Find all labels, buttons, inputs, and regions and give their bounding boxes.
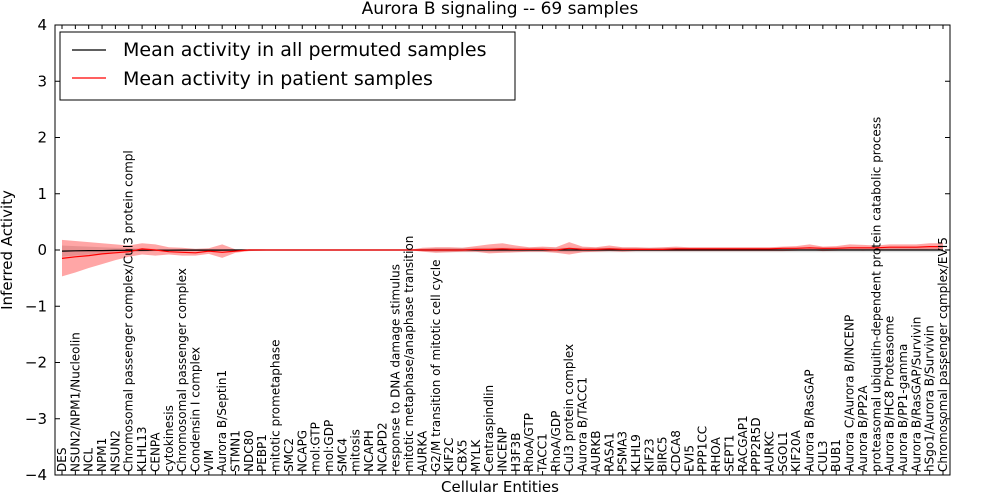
- x-tick-label: BUB1: [829, 439, 843, 472]
- y-tick-label: −1: [25, 297, 47, 315]
- x-tick-label: RHOA: [709, 436, 723, 472]
- x-tick-label: mol:GTP: [309, 422, 323, 472]
- legend-label-permuted: Mean activity in all permuted samples: [123, 39, 486, 61]
- x-tick-label: Chromosomal passenger complex: [175, 268, 189, 472]
- x-tick-label: MYLK: [469, 439, 483, 472]
- y-tick-label: −4: [25, 466, 47, 484]
- x-tick-label: KIF2C: [442, 438, 456, 472]
- x-tick-label: BIRC5: [656, 436, 670, 472]
- x-tick-label: RhoA/GTP: [522, 413, 536, 472]
- x-tick-label: Aurora B/HC8 Proteasome: [883, 316, 897, 472]
- x-tick-label: RASA1: [602, 432, 616, 472]
- x-tick-label: mitosis: [349, 429, 363, 472]
- y-tick-label: 0: [37, 241, 47, 259]
- bands-layer: [62, 239, 943, 277]
- x-tick-label: G2/M transition of mitotic cell cycle: [429, 259, 443, 472]
- y-tick-label: 1: [37, 185, 47, 203]
- x-tick-label: Chromosomal passenger complex/Cul3 prote…: [122, 150, 136, 472]
- y-tick-label: −3: [25, 410, 47, 428]
- x-tick-label: SEPT1: [722, 435, 736, 472]
- x-tick-label: NSUN2: [108, 430, 122, 472]
- x-tick-label: Centraspindlin: [482, 385, 496, 472]
- x-tick-label: RACGAP1: [736, 415, 750, 472]
- x-tick-label: NCAPD2: [375, 422, 389, 472]
- x-tick-label: NCL: [82, 448, 96, 472]
- x-tick-label: NSUN2/NPM1/Nucleolin: [68, 332, 82, 472]
- y-tick-label: 2: [37, 129, 47, 147]
- chart-title: Aurora B signaling -- 69 samples: [362, 0, 639, 19]
- x-tick-label: EVI5: [682, 445, 696, 472]
- x-tick-label: Aurora B/Septin1: [215, 370, 229, 472]
- x-tick-label: KIF23: [642, 438, 656, 472]
- x-tick-label: TACC1: [536, 433, 550, 473]
- x-tick-label: CENPA: [148, 432, 162, 472]
- x-tick-label: NCAPG: [295, 430, 309, 472]
- x-tick-label: Aurora C/Aurora B/INCENP: [843, 315, 857, 472]
- x-tick-label: AURKC: [763, 431, 777, 472]
- x-tick-label: INCENP: [496, 427, 510, 472]
- x-tick-label: Condensin I complex: [189, 347, 203, 472]
- series-line-permuted: [61, 249, 943, 252]
- x-tick-label: proteasomal ubiquitin-dependent protein …: [869, 117, 883, 472]
- x-tick-label: AURKB: [589, 431, 603, 472]
- lines-layer: [61, 246, 943, 259]
- x-tick-label: Aurora B/RasGAP: [803, 369, 817, 472]
- x-tick-label: STMN1: [229, 430, 243, 472]
- legend-box: [59, 31, 516, 101]
- x-tick-label: SGOL1: [776, 431, 790, 472]
- x-tick-label: mitotic prometaphase: [269, 340, 283, 473]
- x-tick-label: NDC80: [242, 430, 256, 472]
- x-tick-label: PPP1CC: [696, 426, 710, 472]
- x-tick-label: PPP2R5D: [749, 417, 763, 472]
- x-tick-label: SMC2: [282, 438, 296, 472]
- x-tick-label: H3F3B: [509, 433, 523, 472]
- x-tick-label: Aurora B/RasGAP/Survivin: [909, 317, 923, 472]
- x-tick-label: NPM1: [95, 438, 109, 472]
- x-tick-label: RhoA/GDP: [549, 411, 563, 472]
- x-tick-label: Cul3 protein complex: [562, 344, 576, 472]
- series-band-patient: [62, 239, 943, 277]
- x-axis-label: Cellular Entities: [441, 478, 559, 496]
- x-tick-label: CBX5: [456, 440, 470, 472]
- x-tick-label: mol:GDP: [322, 420, 336, 472]
- x-tick-label: Aurora B/TACC1: [576, 377, 590, 472]
- y-axis-label: Inferred Activity: [0, 190, 16, 310]
- x-tick-label: PEBP1: [255, 434, 269, 472]
- series-line-patient: [61, 246, 943, 259]
- x-tick-label: Chromosomal passenger complex/EVI5: [936, 237, 950, 472]
- x-tick-label: cytokinesis: [162, 405, 176, 472]
- x-tick-label: hSgo1/Aurora B/Survivin: [923, 325, 937, 472]
- x-tick-label: AURKA: [415, 430, 429, 472]
- legend: Mean activity in all permuted samples Me…: [59, 31, 516, 101]
- x-tick-label: CDCA8: [669, 430, 683, 472]
- x-tick-label: response to DNA damage stimulus: [389, 264, 403, 472]
- y-axis: −4 −3 −2 −1 0 1 2 3 4: [25, 16, 950, 484]
- legend-label-patient: Mean activity in patient samples: [123, 68, 433, 90]
- x-tick-label: Aurora B/PP1-gamma: [896, 344, 910, 472]
- x-tick-label: PSMA3: [616, 431, 630, 472]
- y-tick-label: 4: [37, 16, 47, 34]
- x-tick-label: SMC4: [335, 438, 349, 472]
- x-tick-label: VIM: [202, 450, 216, 472]
- x-tick-label: mitotic metaphase/anaphase transition: [402, 236, 416, 472]
- x-tick-label: KIF20A: [789, 429, 803, 472]
- x-tick-label: NCAPH: [362, 430, 376, 472]
- x-tick-label: KLHL9: [629, 434, 643, 472]
- y-tick-label: −2: [25, 354, 47, 372]
- category-labels: DES NSUN2/NPM1/Nucleolin NCL NPM1 NSUN2 Chrom…: [55, 25, 950, 475]
- x-tick-label: KLHL13: [135, 426, 149, 472]
- x-tick-label: DES: [55, 448, 69, 472]
- y-tick-label: 3: [37, 72, 47, 90]
- x-tick-label: Aurora B/PP2A: [856, 385, 870, 472]
- x-tick-label: CUL3: [816, 441, 830, 472]
